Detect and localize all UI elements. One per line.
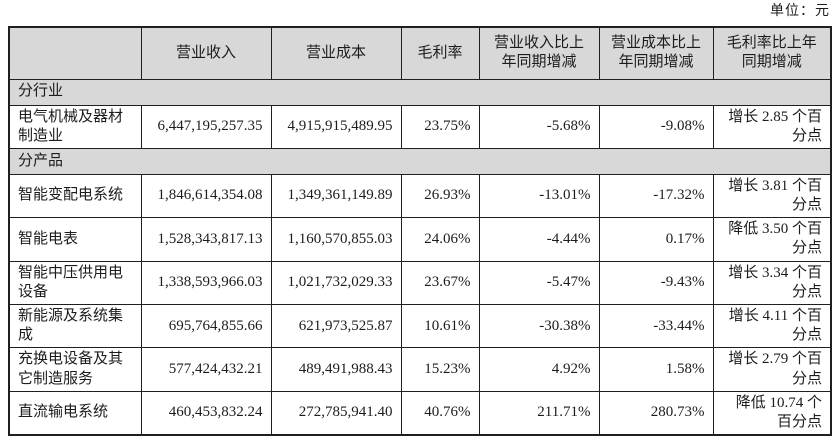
revenue-cell: 460,453,832.24 [140, 390, 272, 436]
column-header-blank [8, 26, 142, 80]
cost-cell: 489,491,988.43 [270, 347, 402, 392]
revenue-cell: 577,424,432.21 [140, 347, 272, 392]
margin-change-cell: 增长 4.11 个百分点 [712, 303, 832, 349]
column-header-margin-change: 毛利率比上年同期增减 [712, 26, 832, 80]
column-header-cost: 营业成本 [270, 26, 402, 80]
cost-change-cell: -9.08% [598, 104, 714, 149]
cost-cell: 272,785,941.40 [270, 390, 402, 436]
table-row: 充换电设备及其它制造服务 577,424,432.21 489,491,988.… [8, 347, 832, 392]
column-header-margin: 毛利率 [400, 26, 480, 80]
cost-change-cell: 1.58% [598, 347, 714, 392]
revenue-change-cell: -5.47% [478, 260, 600, 306]
segment-financials-table: 营业收入 营业成本 毛利率 营业收入比上年同期增减 营业成本比上年同期增减 毛利… [8, 26, 832, 436]
margin-cell: 23.75% [400, 104, 480, 149]
section-label: 分行业 [8, 78, 832, 106]
table-row: 电气机械及器材制造业 6,447,195,257.35 4,915,915,48… [8, 104, 832, 149]
column-header-revenue: 营业收入 [140, 26, 272, 80]
margin-change-cell: 增长 3.34 个百分点 [712, 260, 832, 306]
revenue-cell: 695,764,855.66 [140, 303, 272, 349]
section-row-by-product: 分产品 [8, 147, 832, 175]
margin-cell: 24.06% [400, 217, 480, 262]
margin-change-cell: 增长 2.79 个百分点 [712, 347, 832, 392]
revenue-change-cell: 4.92% [478, 347, 600, 392]
margin-change-cell: 降低 3.50 个百分点 [712, 217, 832, 262]
revenue-cell: 1,338,593,966.03 [140, 260, 272, 306]
margin-change-cell: 增长 2.85 个百分点 [712, 104, 832, 149]
row-label-cell: 电气机械及器材制造业 [8, 104, 142, 149]
margin-change-cell: 增长 3.81 个百分点 [712, 173, 832, 219]
table-row: 智能变配电系统 1,846,614,354.08 1,349,361,149.8… [8, 173, 832, 219]
table-row: 直流输电系统 460,453,832.24 272,785,941.40 40.… [8, 390, 832, 436]
column-header-revenue-change: 营业收入比上年同期增减 [478, 26, 600, 80]
table-row: 智能电表 1,528,343,817.13 1,160,570,855.03 2… [8, 217, 832, 262]
table-header-row: 营业收入 营业成本 毛利率 营业收入比上年同期增减 营业成本比上年同期增减 毛利… [8, 26, 832, 80]
row-label-cell: 充换电设备及其它制造服务 [8, 347, 142, 392]
revenue-cell: 1,846,614,354.08 [140, 173, 272, 219]
margin-cell: 10.61% [400, 303, 480, 349]
cost-cell: 621,973,525.87 [270, 303, 402, 349]
cost-change-cell: -33.44% [598, 303, 714, 349]
revenue-change-cell: -5.68% [478, 104, 600, 149]
revenue-cell: 6,447,195,257.35 [140, 104, 272, 149]
unit-label: 单位：元 [770, 4, 830, 19]
revenue-change-cell: -30.38% [478, 303, 600, 349]
column-header-cost-change: 营业成本比上年同期增减 [598, 26, 714, 80]
cost-change-cell: 280.73% [598, 390, 714, 436]
cost-change-cell: -9.43% [598, 260, 714, 306]
cost-cell: 1,349,361,149.89 [270, 173, 402, 219]
report-page: 单位：元 营业收入 营业成本 毛利率 营业收入比上年同期增减 营业成本比上年同期… [8, 4, 832, 436]
row-label-cell: 智能变配电系统 [8, 173, 142, 219]
margin-cell: 40.76% [400, 390, 480, 436]
revenue-change-cell: -13.01% [478, 173, 600, 219]
revenue-change-cell: 211.71% [478, 390, 600, 436]
row-label-cell: 新能源及系统集成 [8, 303, 142, 349]
margin-cell: 26.93% [400, 173, 480, 219]
row-label-cell: 直流输电系统 [8, 390, 142, 436]
section-row-by-industry: 分行业 [8, 78, 832, 106]
margin-cell: 15.23% [400, 347, 480, 392]
cost-cell: 1,160,570,855.03 [270, 217, 402, 262]
row-label-cell: 智能中压供用电设备 [8, 260, 142, 306]
cost-cell: 1,021,732,029.33 [270, 260, 402, 306]
table-row: 智能中压供用电设备 1,338,593,966.03 1,021,732,029… [8, 260, 832, 306]
cost-change-cell: 0.17% [598, 217, 714, 262]
cost-cell: 4,915,915,489.95 [270, 104, 402, 149]
revenue-cell: 1,528,343,817.13 [140, 217, 272, 262]
table-row: 新能源及系统集成 695,764,855.66 621,973,525.87 1… [8, 303, 832, 349]
margin-cell: 23.67% [400, 260, 480, 306]
row-label-cell: 智能电表 [8, 217, 142, 262]
margin-change-cell: 降低 10.74 个百分点 [712, 390, 832, 436]
section-label: 分产品 [8, 147, 832, 175]
revenue-change-cell: -4.44% [478, 217, 600, 262]
cost-change-cell: -17.32% [598, 173, 714, 219]
